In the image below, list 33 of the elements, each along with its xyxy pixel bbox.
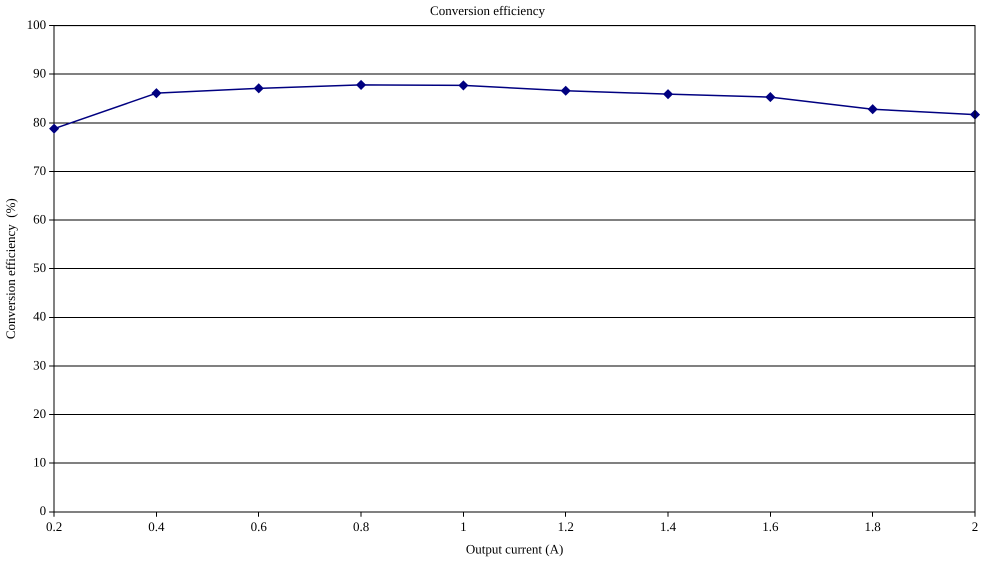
y-tick-label: 100 <box>26 17 46 32</box>
y-tick-label: 70 <box>33 162 46 178</box>
point <box>49 124 59 134</box>
x-tick-label: 0.4 <box>148 519 166 534</box>
y-tick-label: 80 <box>33 114 46 130</box>
y-axis-title: Conversion efficiency (%) <box>3 198 18 340</box>
point <box>766 92 776 102</box>
x-tick-label: 1.2 <box>558 519 574 534</box>
chart-title: Conversion efficiency <box>430 3 546 18</box>
x-tick-label: 0.6 <box>250 519 268 534</box>
point <box>152 88 162 98</box>
y-tick-label: 40 <box>33 308 46 324</box>
x-tick-label: 0.2 <box>46 519 62 534</box>
point <box>560 86 570 96</box>
y-tick-label: 20 <box>33 406 46 421</box>
point <box>254 84 264 94</box>
y-tick-label: 0 <box>40 503 46 518</box>
x-tick-label: 0.8 <box>352 519 370 534</box>
x-axis-title: Output current (A) <box>466 542 564 557</box>
point <box>663 89 673 99</box>
y-tick-label: 30 <box>33 357 46 372</box>
x-tick-label: 1.8 <box>864 519 881 534</box>
point <box>356 80 366 90</box>
y-tick-label: 90 <box>33 66 46 81</box>
x-tick-label: 1.4 <box>660 519 677 534</box>
y-tick-label: 50 <box>33 260 46 276</box>
point <box>868 104 878 114</box>
x-tick-label: 1.6 <box>762 519 779 534</box>
x-tick-label: 1 <box>460 519 467 534</box>
x-tick-label: 2 <box>972 519 978 534</box>
y-tick-label: 60 <box>33 212 46 226</box>
point <box>458 80 468 90</box>
y-tick-label: 10 <box>33 454 46 470</box>
